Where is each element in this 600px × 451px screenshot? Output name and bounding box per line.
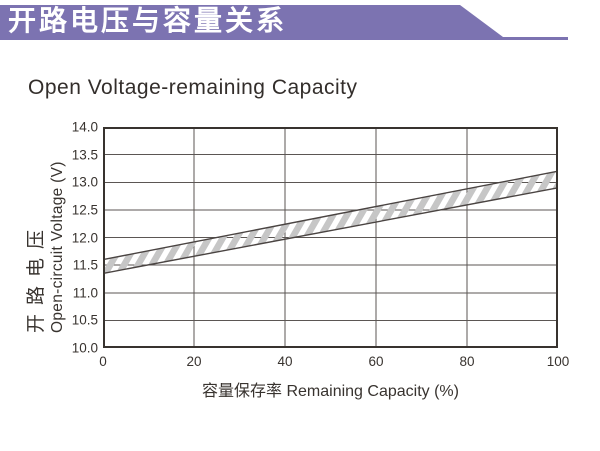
header-banner: 开路电压与容量关系 bbox=[0, 5, 503, 37]
x-tick-label: 0 bbox=[99, 354, 107, 369]
plot-border bbox=[103, 127, 558, 348]
y-tick-label: 12.0 bbox=[71, 230, 98, 245]
tolerance-band bbox=[103, 170, 558, 275]
y-axis-label-chinese: 开路电压 bbox=[26, 220, 47, 333]
x-tick-label: 40 bbox=[277, 354, 293, 369]
x-tick-label: 60 bbox=[368, 354, 384, 369]
banner-title: 开路电压与容量关系 bbox=[8, 5, 288, 36]
x-tick-label: 100 bbox=[546, 354, 570, 369]
y-axis-label-english: Open-circuit Voltage (V) bbox=[49, 161, 66, 333]
y-tick-label: 13.0 bbox=[71, 174, 98, 190]
y-tick-label: 11.5 bbox=[72, 257, 98, 273]
y-tick-label: 11.0 bbox=[72, 285, 98, 301]
y-axis-label: 开路电压 Open-circuit Voltage (V) bbox=[26, 128, 68, 333]
banner-underline bbox=[0, 37, 568, 40]
voltage-band-fill bbox=[103, 171, 558, 274]
y-tick-label: 10.5 bbox=[71, 312, 98, 328]
x-tick-label: 80 bbox=[459, 354, 475, 369]
voltage-band-lower-line bbox=[103, 187, 558, 275]
y-tick-label: 10.0 bbox=[71, 340, 98, 356]
y-tick-label: 13.5 bbox=[71, 147, 98, 163]
voltage-band-upper-line bbox=[103, 170, 558, 261]
x-axis-label: 容量保存率 Remaining Capacity (%) bbox=[202, 383, 459, 400]
y-tick-label: 12.5 bbox=[71, 202, 98, 218]
y-tick-label: 14.0 bbox=[71, 119, 98, 135]
page-subtitle: Open Voltage-remaining Capacity bbox=[28, 76, 358, 99]
plot-area bbox=[103, 127, 558, 348]
gridlines bbox=[103, 127, 558, 348]
x-tick-label: 20 bbox=[186, 354, 202, 369]
